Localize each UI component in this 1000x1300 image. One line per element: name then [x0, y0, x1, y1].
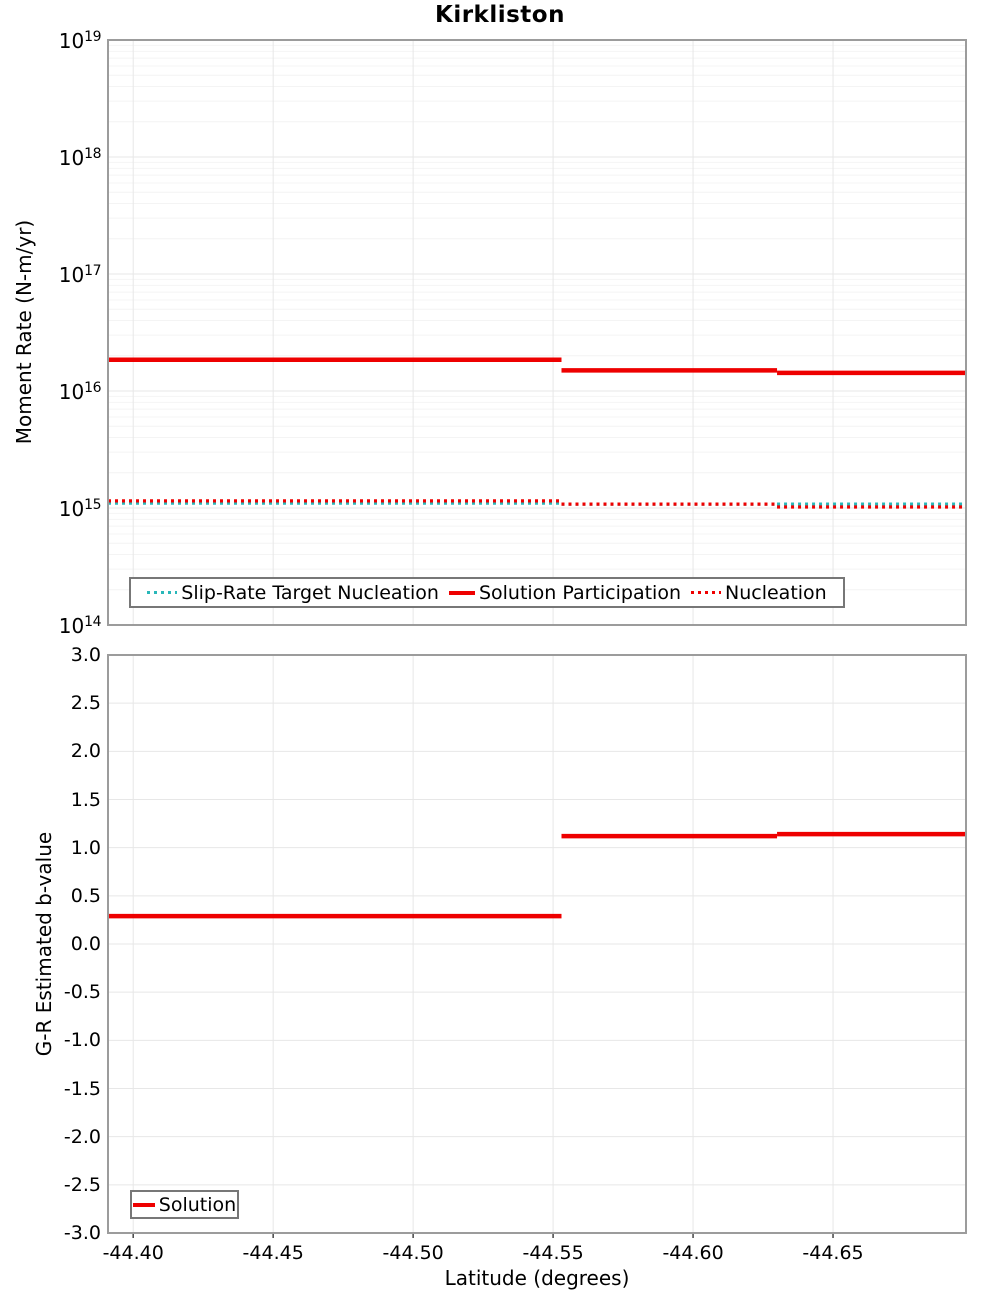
legend-label: Slip-Rate Target Nucleation [181, 581, 439, 604]
y-tick-label: 1017 [58, 263, 102, 287]
legend-item-nucleation: Nucleation [691, 582, 827, 604]
legend-label: Nucleation [725, 581, 827, 604]
y-tick-label: 2.5 [70, 692, 101, 715]
top-legend: Slip-Rate Target Nucleation Solution Par… [129, 577, 845, 608]
y-tick-label: 1.5 [70, 788, 101, 811]
y-tick-label: -3.0 [63, 1222, 101, 1244]
y-tick-label: 1015 [58, 497, 102, 521]
legend-label: Solution [158, 1193, 237, 1216]
dotted-cyan-line-swatch-icon [147, 591, 178, 594]
x-tick-label: -44.45 [242, 1242, 304, 1264]
x-tick-label: -44.40 [102, 1242, 164, 1264]
x-tick-label: -44.55 [522, 1242, 584, 1264]
legend-item-slip-rate-target-nucleation: Slip-Rate Target Nucleation [147, 582, 439, 604]
plot-frame [107, 654, 967, 1234]
dotted-red-line-swatch-icon [691, 591, 721, 594]
y-tick-label: 1016 [58, 380, 102, 404]
plot-frame [107, 39, 967, 626]
y-tick-label: 1018 [58, 146, 102, 170]
y-tick-label: 0.0 [70, 933, 101, 955]
y-tick-label: 1.0 [70, 836, 101, 859]
legend-item-solution-participation: Solution Participation [448, 581, 681, 604]
y-tick-label: -0.5 [63, 981, 101, 1004]
y-tick-label: 0.5 [70, 884, 101, 907]
y-tick-label: 1019 [58, 29, 102, 53]
bottom-legend: Solution [130, 1190, 239, 1219]
solid-red-line-swatch-icon [448, 590, 475, 595]
y-tick-label: 1014 [58, 614, 102, 638]
x-axis-label: Latitude (degrees) [444, 1266, 630, 1290]
x-tick-label: -44.65 [802, 1242, 864, 1264]
y-tick-label: 2.0 [70, 740, 101, 763]
solid-red-line-swatch-icon [132, 1202, 155, 1207]
y-tick-label: -2.0 [63, 1125, 101, 1148]
x-tick-label: -44.60 [662, 1242, 724, 1264]
top-y-axis-label: Moment Rate (N-m/yr) [12, 219, 36, 445]
legend-item-solution: Solution [132, 1193, 237, 1216]
y-tick-label: 3.0 [70, 644, 101, 666]
y-tick-label: -1.0 [63, 1029, 101, 1052]
x-tick-label: -44.50 [382, 1242, 444, 1264]
legend-label: Solution Participation [478, 581, 681, 604]
y-tick-label: -2.5 [63, 1173, 101, 1196]
y-tick-label: -1.5 [63, 1077, 101, 1100]
page-title: Kirkliston [435, 2, 565, 28]
